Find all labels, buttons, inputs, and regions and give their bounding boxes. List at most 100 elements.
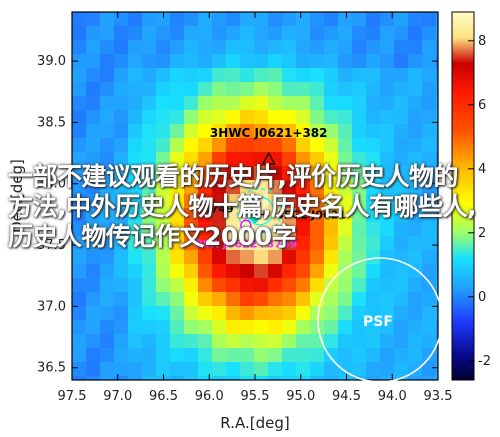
x-axis-ticks: 97.5 97.0 96.5 96.0 95.5 95.0 94.5 94.0 93.5 (58, 12, 452, 404)
heatmap-cell (72, 138, 87, 153)
heatmap-cell (170, 166, 185, 181)
heatmap-cell (436, 236, 438, 251)
heatmap-cell (394, 12, 409, 27)
heatmap-cell (212, 12, 227, 27)
heatmap-cell (170, 236, 185, 251)
heatmap-cell (72, 68, 87, 83)
heatmap-cell (170, 54, 185, 69)
heatmap-cell (380, 194, 395, 209)
heatmap-cell (114, 166, 129, 181)
heatmap-cell (212, 152, 227, 167)
heatmap-cell (142, 208, 157, 223)
heatmap-cell (142, 26, 157, 41)
heatmap-cell (100, 40, 115, 55)
heatmap-cell (352, 166, 367, 181)
heatmap-cell (156, 26, 171, 41)
heatmap-cell (268, 264, 283, 279)
heatmap-cell (366, 180, 381, 195)
heatmap-cell (408, 110, 423, 125)
heatmap-cell (436, 82, 438, 97)
heatmap-cell (170, 292, 185, 307)
heatmap-cell (352, 152, 367, 167)
heatmap-cell (198, 362, 213, 377)
heatmap-cell (352, 138, 367, 153)
heatmap-cell (100, 12, 115, 27)
heatmap-cell (86, 236, 101, 251)
heatmap-cell (268, 334, 283, 349)
heatmap-cell (240, 334, 255, 349)
heatmap-cell (422, 222, 437, 237)
heatmap-cell (436, 348, 438, 363)
heatmap-cell (310, 26, 325, 41)
heatmap-cell (254, 292, 269, 307)
heatmap-cell (212, 278, 227, 293)
heatmap-cell (296, 54, 311, 69)
heatmap-cell (352, 278, 367, 293)
heatmap-cell (268, 26, 283, 41)
heatmap-cell (268, 236, 283, 251)
heatmap-cell (436, 194, 438, 209)
heatmap-cell (114, 110, 129, 125)
heatmap-cell (394, 26, 409, 41)
heatmap-cell (240, 348, 255, 363)
heatmap-cell (142, 110, 157, 125)
heatmap-cell (380, 124, 395, 139)
heatmap-cell (212, 222, 227, 237)
heatmap-cell (296, 152, 311, 167)
heatmap-cell (436, 166, 438, 181)
heatmap-cell (338, 278, 353, 293)
heatmap-cell (436, 110, 438, 125)
heatmap-cell (100, 208, 115, 223)
heatmap-cell (156, 82, 171, 97)
heatmap-cell (198, 208, 213, 223)
heatmap-cell (296, 138, 311, 153)
heatmap-cell (156, 306, 171, 321)
heatmap-cell (254, 12, 269, 27)
heatmap-cell (156, 54, 171, 69)
heatmap-cell (198, 236, 213, 251)
heatmap-cell (198, 166, 213, 181)
heatmap-cell (128, 194, 143, 209)
heatmap-cell (366, 152, 381, 167)
heatmap-cell (338, 166, 353, 181)
x-tick-label: 94.5 (332, 389, 361, 404)
heatmap-cell (408, 166, 423, 181)
heatmap-cell (156, 152, 171, 167)
heatmap-cell (72, 166, 87, 181)
heatmap-cell (226, 264, 241, 279)
heatmap-cell (352, 110, 367, 125)
heatmap-cell (310, 138, 325, 153)
heatmap-cell (226, 250, 241, 265)
heatmap-cell (282, 12, 297, 27)
heatmap-cell (282, 40, 297, 55)
heatmap-cell (296, 250, 311, 265)
heatmap-cell (184, 376, 199, 380)
heatmap-cell (156, 68, 171, 83)
heatmap-cell (394, 54, 409, 69)
heatmap-cell (184, 12, 199, 27)
heatmap-cell (366, 320, 381, 335)
heatmap-cell (324, 264, 339, 279)
heatmap-cell (184, 54, 199, 69)
heatmap-cell (352, 320, 367, 335)
heatmap-cell (226, 334, 241, 349)
heatmap-cell (296, 222, 311, 237)
heatmap-cell (128, 334, 143, 349)
heatmap-cell (72, 152, 87, 167)
heatmap-cell (142, 250, 157, 265)
heatmap-cell (310, 12, 325, 27)
heatmap-cell (142, 278, 157, 293)
heatmap-cell (394, 320, 409, 335)
heatmap-cell (268, 82, 283, 97)
heatmap-cell (296, 292, 311, 307)
heatmap-cell (170, 222, 185, 237)
source-marker-circle (240, 219, 252, 232)
heatmap-cell (324, 180, 339, 195)
heatmap-cell (408, 96, 423, 111)
heatmap-cell (254, 236, 269, 251)
heatmap-cell (240, 54, 255, 69)
heatmap-cell (338, 306, 353, 321)
heatmap-cell (422, 264, 437, 279)
heatmap-cell (184, 292, 199, 307)
heatmap-cell (268, 362, 283, 377)
